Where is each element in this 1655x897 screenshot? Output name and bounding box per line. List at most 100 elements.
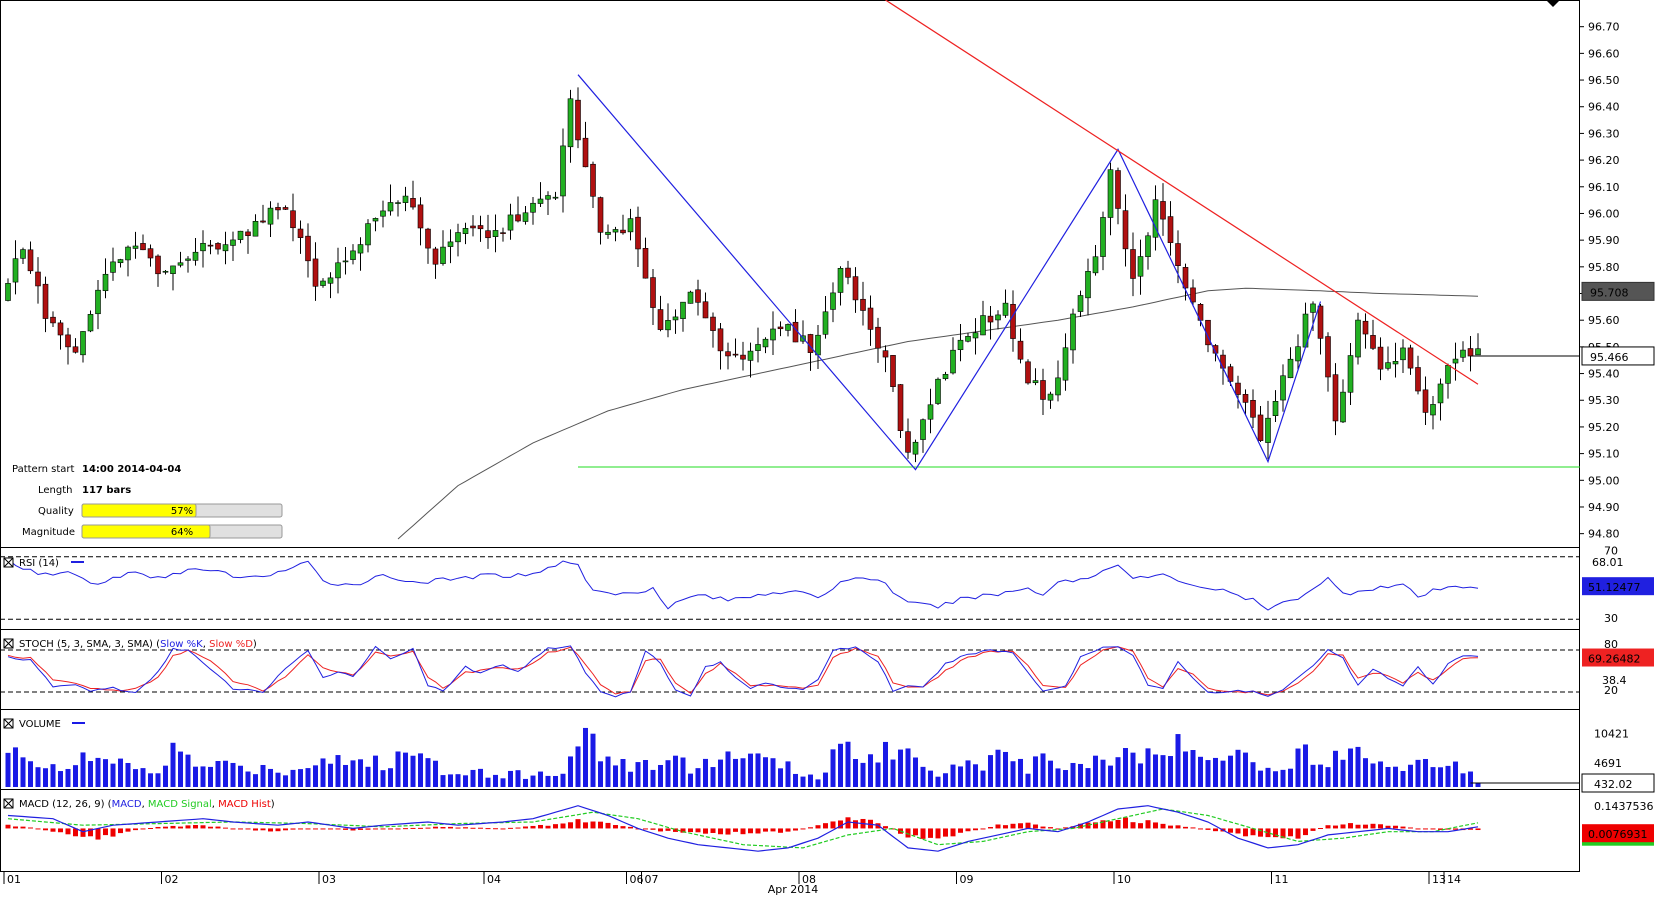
candle-body bbox=[35, 271, 41, 287]
candle-body bbox=[1227, 366, 1234, 382]
volume-bar bbox=[125, 762, 131, 787]
candlestick bbox=[290, 193, 296, 242]
candle-body bbox=[312, 258, 319, 287]
candlestick bbox=[50, 311, 56, 328]
x-axis-tick-label: 13 bbox=[1432, 873, 1446, 886]
candlestick bbox=[80, 331, 86, 363]
chevron-down-icon[interactable] bbox=[1546, 0, 1560, 7]
macd-hist-bar bbox=[1100, 820, 1106, 829]
volume-bar bbox=[808, 774, 813, 787]
candle-body bbox=[665, 320, 671, 331]
volume-bar bbox=[1370, 763, 1376, 787]
candle-body bbox=[980, 315, 986, 336]
macd-hist-bar bbox=[770, 828, 776, 832]
macd-hist-bar bbox=[620, 826, 626, 829]
macd-hist-bar bbox=[1040, 826, 1046, 829]
candle-body bbox=[1017, 340, 1024, 360]
candle-body bbox=[762, 338, 769, 348]
candlestick bbox=[1137, 239, 1144, 295]
candlestick bbox=[260, 204, 266, 224]
price-y-tick-label: 94.90 bbox=[1588, 501, 1620, 514]
candlestick bbox=[957, 323, 964, 362]
quality-value: 57% bbox=[171, 506, 193, 517]
volume-bar bbox=[470, 769, 476, 787]
candle-body bbox=[447, 241, 454, 247]
candlestick bbox=[882, 345, 889, 373]
volume-bar bbox=[440, 775, 446, 787]
volume-bar bbox=[523, 778, 528, 787]
volume-bar bbox=[1273, 771, 1278, 787]
volume-bar bbox=[1235, 749, 1241, 787]
candle-body bbox=[1272, 401, 1279, 416]
candle-body bbox=[680, 301, 686, 319]
volume-bar bbox=[763, 757, 768, 787]
volume-bar bbox=[515, 770, 521, 787]
macd-hist-bar bbox=[80, 828, 86, 837]
candle-body bbox=[320, 280, 326, 286]
candlestick bbox=[845, 260, 851, 285]
candle-body bbox=[815, 334, 821, 356]
x-axis-tick-label: 06 bbox=[630, 873, 644, 886]
price-y-tick-label: 96.00 bbox=[1588, 207, 1620, 220]
candlestick bbox=[597, 196, 604, 245]
volume-bar bbox=[673, 755, 678, 787]
macd-hist-bar bbox=[853, 820, 858, 829]
resistance-line bbox=[885, 0, 1479, 385]
volume-bar bbox=[770, 758, 776, 787]
volume-bar bbox=[1385, 766, 1391, 787]
volume-bar bbox=[980, 770, 986, 787]
candle-body bbox=[1107, 169, 1114, 218]
stoch-legend-k: Slow %K bbox=[160, 639, 203, 650]
candlestick bbox=[207, 239, 214, 255]
volume-bar bbox=[170, 742, 176, 787]
candle-body bbox=[42, 283, 49, 319]
macd-hist-bar bbox=[1063, 827, 1068, 829]
volume-bar bbox=[755, 753, 761, 787]
candle-body bbox=[732, 353, 739, 356]
candlestick bbox=[890, 354, 896, 393]
volume-bar bbox=[1048, 760, 1053, 787]
macd-hist-bar bbox=[658, 828, 663, 832]
candlestick bbox=[402, 186, 409, 212]
candlestick bbox=[1190, 279, 1196, 307]
macd-hist-bar bbox=[335, 828, 341, 830]
candlestick bbox=[410, 180, 416, 210]
candle-body bbox=[687, 291, 694, 304]
macd-hist-bar bbox=[1025, 822, 1031, 829]
volume-bar bbox=[650, 769, 656, 787]
macd-hist-bar bbox=[523, 826, 528, 829]
volume-bar bbox=[155, 773, 161, 787]
candlestick bbox=[477, 215, 484, 242]
candle-body bbox=[1452, 358, 1459, 364]
candle-body bbox=[1010, 303, 1016, 339]
volume-bar bbox=[410, 755, 416, 787]
candlestick bbox=[1250, 389, 1256, 429]
macd-hist-bar bbox=[905, 828, 911, 838]
macd-hist-bar bbox=[1018, 823, 1023, 829]
pattern-start-label: Pattern start bbox=[12, 464, 75, 475]
macd-hist-bar bbox=[88, 828, 93, 837]
volume-bar bbox=[898, 749, 903, 787]
candle-body bbox=[702, 301, 709, 319]
volume-bar bbox=[1453, 761, 1458, 787]
volume-bar bbox=[688, 773, 693, 787]
candle-body bbox=[1317, 305, 1324, 339]
rsi-tick-label: 70 bbox=[1604, 545, 1618, 558]
candle-body bbox=[740, 354, 746, 360]
macd-hist-bar bbox=[118, 828, 123, 834]
candlestick bbox=[1325, 332, 1331, 392]
volume-bar bbox=[268, 768, 273, 787]
macd-hist-bar bbox=[1093, 822, 1098, 829]
candlestick bbox=[125, 245, 131, 277]
current-price-box bbox=[1581, 346, 1655, 366]
candlestick bbox=[1077, 290, 1084, 317]
volume-bar bbox=[463, 775, 468, 787]
stoch-tick-label: 38.4 bbox=[1602, 674, 1627, 687]
macd-hist-bar bbox=[845, 817, 851, 829]
candlestick bbox=[1167, 201, 1174, 256]
macd-hist-bar bbox=[298, 828, 303, 830]
volume-bar bbox=[718, 759, 723, 787]
volume-bar bbox=[1348, 748, 1353, 787]
moving-average-line bbox=[397, 287, 1479, 540]
